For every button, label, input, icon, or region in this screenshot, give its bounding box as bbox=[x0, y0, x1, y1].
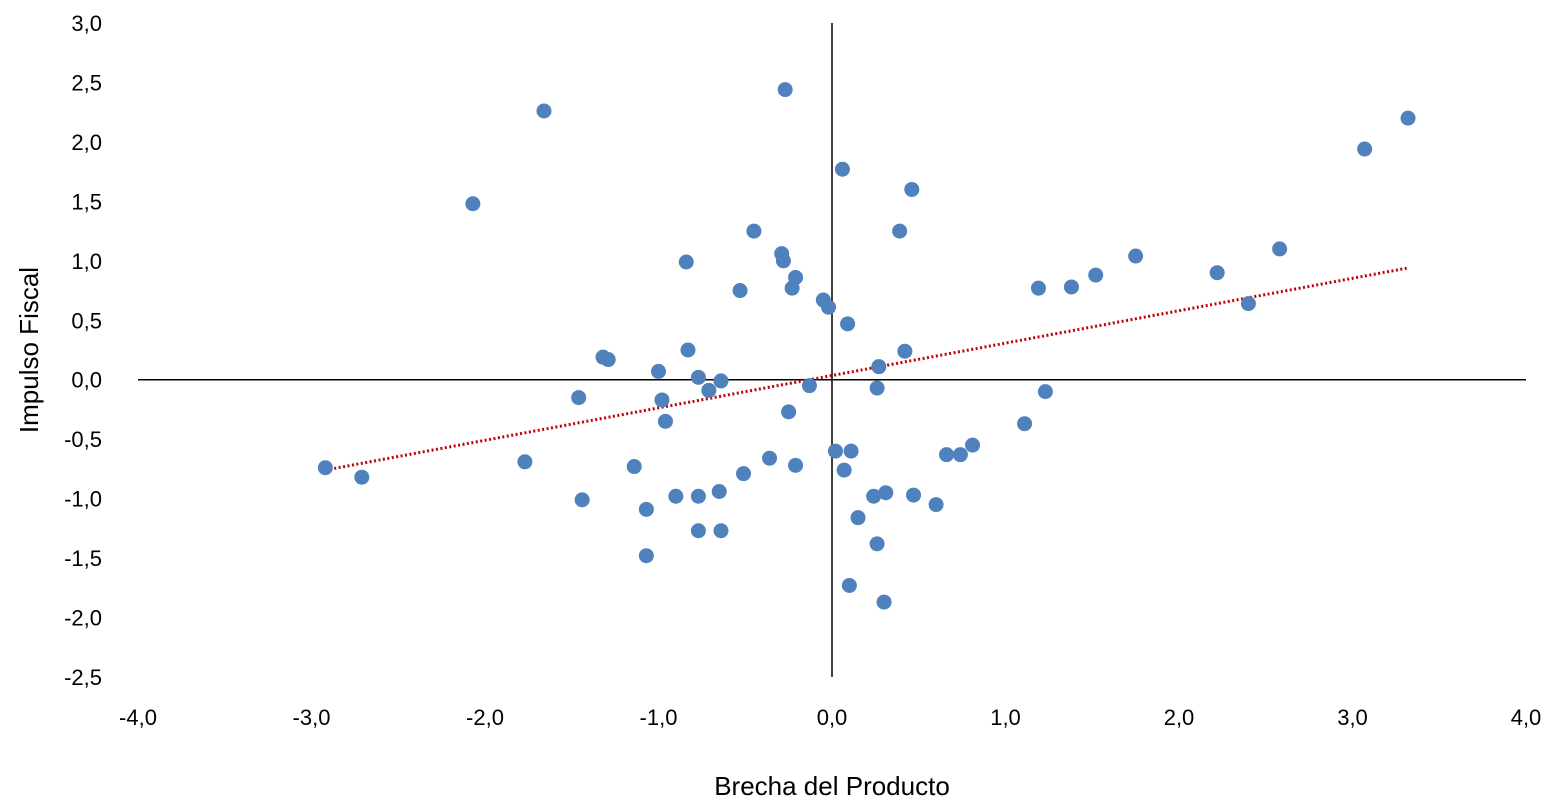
data-point bbox=[690, 488, 706, 504]
data-point bbox=[1088, 267, 1104, 283]
data-point bbox=[904, 181, 920, 197]
data-point bbox=[801, 378, 817, 394]
data-point bbox=[668, 488, 684, 504]
x-tick-label: 1,0 bbox=[990, 705, 1021, 730]
y-tick-label: -1,0 bbox=[64, 487, 102, 512]
data-point bbox=[781, 404, 797, 420]
data-point bbox=[571, 390, 587, 406]
data-point bbox=[897, 343, 913, 359]
data-point bbox=[1240, 296, 1256, 312]
data-point bbox=[841, 577, 857, 593]
data-point bbox=[574, 492, 590, 508]
data-point bbox=[965, 437, 981, 453]
data-point bbox=[517, 454, 533, 470]
data-point bbox=[638, 548, 654, 564]
data-point bbox=[536, 103, 552, 119]
data-point bbox=[762, 450, 778, 466]
data-point bbox=[654, 392, 670, 408]
x-tick-label: 0,0 bbox=[817, 705, 848, 730]
data-point bbox=[1209, 265, 1225, 281]
trendline bbox=[325, 266, 1409, 472]
y-tick-label: 3,0 bbox=[71, 11, 102, 36]
data-point bbox=[834, 161, 850, 177]
data-point bbox=[892, 223, 908, 239]
data-point bbox=[626, 459, 642, 475]
data-point bbox=[1017, 416, 1033, 432]
x-tick-label: -4,0 bbox=[119, 705, 157, 730]
y-tick-label: 0,5 bbox=[71, 308, 102, 333]
x-tick-labels: -4,0 -3,0 -2,0 -1,0 0,0 1,0 2,0 3,0 4,0 bbox=[119, 705, 1541, 730]
x-tick-label: 4,0 bbox=[1511, 705, 1542, 730]
x-tick-label: -2,0 bbox=[466, 705, 504, 730]
y-tick-label: -2,5 bbox=[64, 665, 102, 690]
data-point bbox=[465, 196, 481, 212]
data-point bbox=[777, 82, 793, 98]
data-point bbox=[638, 501, 654, 517]
y-tick-label: 1,0 bbox=[71, 249, 102, 274]
y-tick-label: 1,5 bbox=[71, 189, 102, 214]
data-point bbox=[736, 466, 752, 482]
data-point bbox=[317, 460, 333, 476]
data-point bbox=[775, 253, 791, 269]
y-tick-label: 0,0 bbox=[71, 368, 102, 393]
axes bbox=[138, 23, 1526, 677]
data-point bbox=[1030, 280, 1046, 296]
x-axis-title: Brecha del Producto bbox=[714, 771, 950, 801]
x-tick-label: -1,0 bbox=[640, 705, 678, 730]
data-points bbox=[317, 82, 1416, 610]
data-point bbox=[713, 523, 729, 539]
y-tick-labels: 3,0 2,5 2,0 1,5 1,0 0,5 0,0 -0,5 -1,0 -1,5 -2,0 -2,… bbox=[64, 11, 102, 690]
data-point bbox=[1063, 279, 1079, 295]
y-axis-title: Impulso Fiscal bbox=[14, 267, 44, 433]
data-point bbox=[843, 443, 859, 459]
data-point bbox=[952, 447, 968, 463]
x-tick-label: 2,0 bbox=[1164, 705, 1195, 730]
data-point bbox=[711, 484, 727, 500]
data-point bbox=[788, 269, 804, 285]
data-point bbox=[746, 223, 762, 239]
data-point bbox=[678, 254, 694, 270]
data-point bbox=[928, 497, 944, 513]
data-point bbox=[850, 510, 866, 526]
y-tick-label: -1,5 bbox=[64, 546, 102, 571]
data-point bbox=[1037, 384, 1053, 400]
data-point bbox=[827, 443, 843, 459]
y-tick-label: -0,5 bbox=[64, 427, 102, 452]
data-point bbox=[866, 488, 882, 504]
x-tick-label: -3,0 bbox=[293, 705, 331, 730]
data-point bbox=[1357, 141, 1373, 157]
data-point bbox=[1272, 241, 1288, 257]
data-point bbox=[701, 382, 717, 398]
data-point bbox=[878, 485, 894, 501]
data-point bbox=[600, 352, 616, 368]
x-tick-label: 3,0 bbox=[1337, 705, 1368, 730]
data-point bbox=[836, 462, 852, 478]
data-point bbox=[840, 316, 856, 332]
data-point bbox=[869, 380, 885, 396]
data-point bbox=[788, 457, 804, 473]
trendline-group bbox=[325, 266, 1409, 472]
data-point bbox=[906, 487, 922, 503]
data-point bbox=[354, 469, 370, 485]
data-point bbox=[939, 447, 955, 463]
data-point bbox=[869, 536, 885, 552]
y-tick-label: 2,5 bbox=[71, 70, 102, 95]
data-point bbox=[821, 299, 837, 315]
data-point bbox=[713, 373, 729, 389]
data-point bbox=[680, 342, 696, 358]
y-tick-label: -2,0 bbox=[64, 606, 102, 631]
data-point bbox=[732, 283, 748, 299]
data-point bbox=[1400, 110, 1416, 126]
data-point bbox=[690, 369, 706, 385]
y-tick-label: 2,0 bbox=[71, 130, 102, 155]
data-point bbox=[871, 359, 887, 375]
data-point bbox=[657, 413, 673, 429]
data-point bbox=[690, 523, 706, 539]
data-point bbox=[651, 363, 666, 379]
data-point bbox=[876, 594, 892, 610]
data-point bbox=[1128, 248, 1144, 264]
